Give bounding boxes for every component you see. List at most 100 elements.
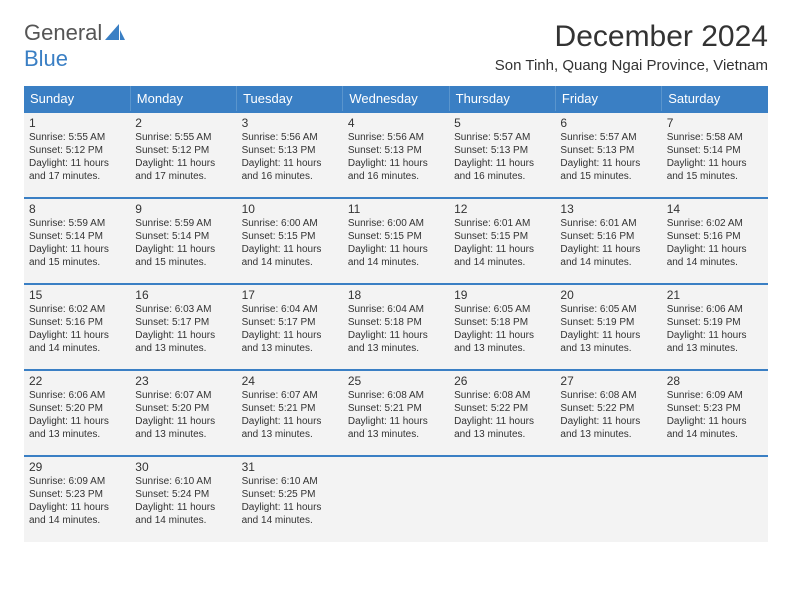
day-number: 23 [135, 374, 231, 388]
daylight-text: Daylight: 11 hours and 13 minutes. [348, 329, 444, 355]
day-number: 15 [29, 288, 125, 302]
sunrise-text: Sunrise: 6:01 AM [454, 217, 550, 230]
calendar-cell: 29Sunrise: 6:09 AMSunset: 5:23 PMDayligh… [24, 456, 130, 542]
sunrise-text: Sunrise: 5:55 AM [135, 131, 231, 144]
day-number: 27 [560, 374, 656, 388]
day-number: 20 [560, 288, 656, 302]
day-number: 6 [560, 116, 656, 130]
daylight-text: Daylight: 11 hours and 15 minutes. [560, 157, 656, 183]
calendar-row: 8Sunrise: 5:59 AMSunset: 5:14 PMDaylight… [24, 198, 768, 284]
daylight-text: Daylight: 11 hours and 14 minutes. [454, 243, 550, 269]
sunrise-text: Sunrise: 6:09 AM [29, 475, 125, 488]
calendar-cell: 3Sunrise: 5:56 AMSunset: 5:13 PMDaylight… [237, 112, 343, 198]
sunset-text: Sunset: 5:25 PM [242, 488, 338, 501]
calendar-row: 1Sunrise: 5:55 AMSunset: 5:12 PMDaylight… [24, 112, 768, 198]
calendar-cell: 10Sunrise: 6:00 AMSunset: 5:15 PMDayligh… [237, 198, 343, 284]
sunrise-text: Sunrise: 6:04 AM [348, 303, 444, 316]
sunrise-text: Sunrise: 6:08 AM [348, 389, 444, 402]
day-header: Saturday [662, 86, 768, 112]
day-info: Sunrise: 6:03 AMSunset: 5:17 PMDaylight:… [135, 303, 231, 355]
sunset-text: Sunset: 5:14 PM [29, 230, 125, 243]
day-info: Sunrise: 6:05 AMSunset: 5:19 PMDaylight:… [560, 303, 656, 355]
page-title: December 2024 [495, 20, 768, 54]
daylight-text: Daylight: 11 hours and 14 minutes. [348, 243, 444, 269]
sunset-text: Sunset: 5:16 PM [29, 316, 125, 329]
title-block: December 2024 Son Tinh, Quang Ngai Provi… [495, 20, 768, 74]
calendar-cell: 27Sunrise: 6:08 AMSunset: 5:22 PMDayligh… [555, 370, 661, 456]
calendar-row: 15Sunrise: 6:02 AMSunset: 5:16 PMDayligh… [24, 284, 768, 370]
day-header: Monday [130, 86, 236, 112]
daylight-text: Daylight: 11 hours and 13 minutes. [454, 415, 550, 441]
sunset-text: Sunset: 5:16 PM [560, 230, 656, 243]
sunset-text: Sunset: 5:23 PM [667, 402, 763, 415]
sunrise-text: Sunrise: 6:10 AM [242, 475, 338, 488]
sunset-text: Sunset: 5:24 PM [135, 488, 231, 501]
sunset-text: Sunset: 5:15 PM [242, 230, 338, 243]
calendar-cell: 4Sunrise: 5:56 AMSunset: 5:13 PMDaylight… [343, 112, 449, 198]
day-info: Sunrise: 5:55 AMSunset: 5:12 PMDaylight:… [135, 131, 231, 183]
daylight-text: Daylight: 11 hours and 13 minutes. [560, 415, 656, 441]
sunset-text: Sunset: 5:23 PM [29, 488, 125, 501]
day-header: Friday [555, 86, 661, 112]
day-number: 30 [135, 460, 231, 474]
daylight-text: Daylight: 11 hours and 13 minutes. [667, 329, 763, 355]
sunrise-text: Sunrise: 6:03 AM [135, 303, 231, 316]
logo-sail-icon [105, 20, 125, 45]
day-number: 1 [29, 116, 125, 130]
sunrise-text: Sunrise: 6:00 AM [348, 217, 444, 230]
header: General Blue December 2024 Son Tinh, Qua… [24, 20, 768, 74]
sunrise-text: Sunrise: 6:05 AM [454, 303, 550, 316]
calendar-cell: 13Sunrise: 6:01 AMSunset: 5:16 PMDayligh… [555, 198, 661, 284]
logo: General Blue [24, 20, 125, 72]
sunset-text: Sunset: 5:19 PM [560, 316, 656, 329]
day-info: Sunrise: 6:05 AMSunset: 5:18 PMDaylight:… [454, 303, 550, 355]
day-number: 9 [135, 202, 231, 216]
calendar-cell: 25Sunrise: 6:08 AMSunset: 5:21 PMDayligh… [343, 370, 449, 456]
calendar-cell: 21Sunrise: 6:06 AMSunset: 5:19 PMDayligh… [662, 284, 768, 370]
day-number: 26 [454, 374, 550, 388]
sunset-text: Sunset: 5:16 PM [667, 230, 763, 243]
sunrise-text: Sunrise: 5:55 AM [29, 131, 125, 144]
sunrise-text: Sunrise: 6:09 AM [667, 389, 763, 402]
daylight-text: Daylight: 11 hours and 14 minutes. [667, 243, 763, 269]
sunset-text: Sunset: 5:13 PM [454, 144, 550, 157]
day-info: Sunrise: 5:59 AMSunset: 5:14 PMDaylight:… [29, 217, 125, 269]
day-info: Sunrise: 5:57 AMSunset: 5:13 PMDaylight:… [560, 131, 656, 183]
day-info: Sunrise: 6:10 AMSunset: 5:25 PMDaylight:… [242, 475, 338, 527]
sunrise-text: Sunrise: 6:08 AM [560, 389, 656, 402]
calendar-cell: 15Sunrise: 6:02 AMSunset: 5:16 PMDayligh… [24, 284, 130, 370]
logo-text: General Blue [24, 20, 125, 72]
day-info: Sunrise: 6:00 AMSunset: 5:15 PMDaylight:… [242, 217, 338, 269]
daylight-text: Daylight: 11 hours and 13 minutes. [348, 415, 444, 441]
sunrise-text: Sunrise: 6:08 AM [454, 389, 550, 402]
daylight-text: Daylight: 11 hours and 15 minutes. [135, 243, 231, 269]
day-info: Sunrise: 5:58 AMSunset: 5:14 PMDaylight:… [667, 131, 763, 183]
calendar-cell: 8Sunrise: 5:59 AMSunset: 5:14 PMDaylight… [24, 198, 130, 284]
daylight-text: Daylight: 11 hours and 16 minutes. [348, 157, 444, 183]
sunset-text: Sunset: 5:12 PM [29, 144, 125, 157]
daylight-text: Daylight: 11 hours and 13 minutes. [560, 329, 656, 355]
sunset-text: Sunset: 5:17 PM [135, 316, 231, 329]
calendar-cell: 11Sunrise: 6:00 AMSunset: 5:15 PMDayligh… [343, 198, 449, 284]
calendar-cell: 18Sunrise: 6:04 AMSunset: 5:18 PMDayligh… [343, 284, 449, 370]
day-number: 13 [560, 202, 656, 216]
day-info: Sunrise: 6:08 AMSunset: 5:22 PMDaylight:… [454, 389, 550, 441]
daylight-text: Daylight: 11 hours and 14 minutes. [242, 243, 338, 269]
sunrise-text: Sunrise: 6:00 AM [242, 217, 338, 230]
day-info: Sunrise: 6:04 AMSunset: 5:18 PMDaylight:… [348, 303, 444, 355]
sunrise-text: Sunrise: 6:07 AM [242, 389, 338, 402]
sunset-text: Sunset: 5:20 PM [29, 402, 125, 415]
daylight-text: Daylight: 11 hours and 14 minutes. [242, 501, 338, 527]
day-info: Sunrise: 6:08 AMSunset: 5:21 PMDaylight:… [348, 389, 444, 441]
day-info: Sunrise: 6:02 AMSunset: 5:16 PMDaylight:… [667, 217, 763, 269]
daylight-text: Daylight: 11 hours and 13 minutes. [135, 415, 231, 441]
day-number: 14 [667, 202, 763, 216]
sunset-text: Sunset: 5:17 PM [242, 316, 338, 329]
sunrise-text: Sunrise: 6:01 AM [560, 217, 656, 230]
sunrise-text: Sunrise: 5:58 AM [667, 131, 763, 144]
day-info: Sunrise: 5:57 AMSunset: 5:13 PMDaylight:… [454, 131, 550, 183]
sunset-text: Sunset: 5:21 PM [242, 402, 338, 415]
calendar-cell: 30Sunrise: 6:10 AMSunset: 5:24 PMDayligh… [130, 456, 236, 542]
calendar-cell: 19Sunrise: 6:05 AMSunset: 5:18 PMDayligh… [449, 284, 555, 370]
day-number: 31 [242, 460, 338, 474]
